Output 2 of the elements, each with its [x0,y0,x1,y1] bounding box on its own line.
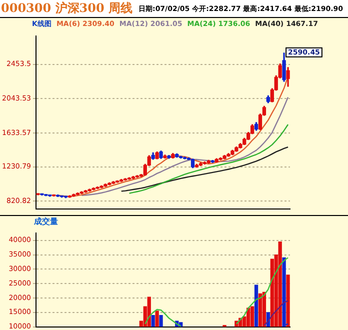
chart-title: 000300 沪深300 周线 [1,0,133,17]
chart-title: 成交量 [33,216,59,227]
